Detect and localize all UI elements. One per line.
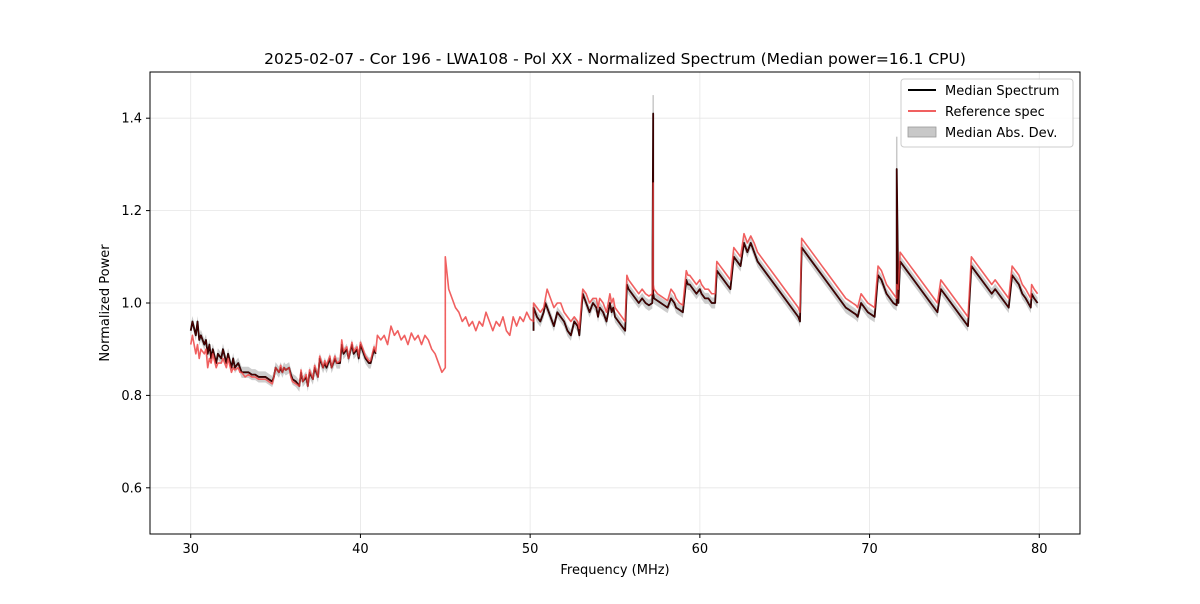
x-axis-label: Frequency (MHz) xyxy=(560,563,669,578)
x-tick-label: 40 xyxy=(352,542,369,557)
x-tick-label: 50 xyxy=(522,542,539,557)
legend-mad-label: Median Abs. Dev. xyxy=(945,126,1057,141)
y-tick-label: 0.6 xyxy=(121,481,142,496)
y-tick-label: 1.2 xyxy=(121,204,142,219)
y-axis-ticks: 0.6 0.8 1.0 1.2 1.4 xyxy=(121,112,150,496)
legend-reference-label: Reference spec xyxy=(945,105,1045,120)
legend: Median Spectrum Reference spec Median Ab… xyxy=(900,78,1074,148)
x-axis-ticks: 30 40 50 60 70 80 xyxy=(182,534,1048,557)
overlap-line xyxy=(532,112,1039,336)
y-tick-label: 0.8 xyxy=(121,389,142,404)
y-axis-label: Normalized Power xyxy=(98,244,113,362)
mad-band xyxy=(533,108,1038,341)
legend-mad-swatch xyxy=(907,126,937,138)
x-tick-label: 30 xyxy=(182,542,199,557)
legend-median-label: Median Spectrum xyxy=(945,84,1059,99)
overlap-line xyxy=(190,320,377,387)
legend-box xyxy=(900,78,1074,148)
x-tick-label: 60 xyxy=(692,542,709,557)
y-tick-label: 1.4 xyxy=(121,112,142,127)
plot-area xyxy=(189,95,1039,392)
x-tick-label: 70 xyxy=(861,542,878,557)
chart-title: 2025-02-07 - Cor 196 - LWA108 - Pol XX -… xyxy=(264,50,966,68)
x-tick-label: 80 xyxy=(1031,542,1048,557)
y-tick-label: 1.0 xyxy=(121,297,142,312)
